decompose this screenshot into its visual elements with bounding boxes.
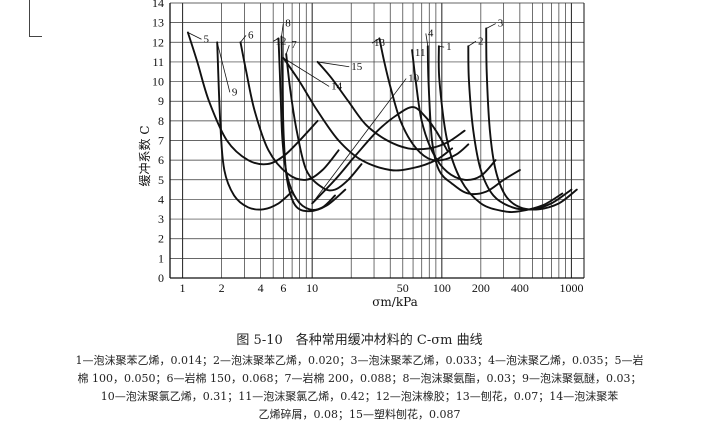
curve-10-leader (311, 78, 407, 204)
figure-legend-line-2: 棉 100，0.050；6—岩棉 150，0.068；7—岩棉 200，0.08… (77, 372, 642, 385)
curve-6-label: 6 (248, 29, 254, 41)
page-corner-bracket (29, 0, 42, 37)
y-tick-label: 13 (152, 16, 164, 30)
curve-1-leader (438, 45, 445, 48)
curve-2-label: 2 (478, 35, 484, 47)
x-tick-label: 200 (472, 281, 490, 295)
curve-2-leader (468, 40, 477, 47)
curve-9-leader (216, 42, 231, 93)
curve-13-leader (371, 38, 380, 44)
curve-2 (467, 45, 573, 211)
curve-14-leader (283, 57, 330, 87)
curve-3-leader (486, 23, 496, 29)
curve-13-label: 13 (374, 37, 386, 49)
x-tick-label: 6 (280, 281, 286, 295)
x-tick-label: 100 (433, 281, 451, 295)
curve-3 (485, 27, 578, 211)
figure-legend-line-4: 乙烯碎屑，0.08；15—塑料刨花，0.087 (258, 408, 461, 421)
curve-5-label: 5 (203, 33, 209, 45)
x-tick-label: 1 (180, 281, 186, 295)
curve-1-label: 1 (446, 41, 452, 53)
y-tick-label: 7 (158, 134, 164, 148)
y-tick-label: 4 (158, 192, 164, 206)
curve-11 (411, 49, 497, 181)
y-tick-label: 0 (158, 271, 164, 285)
figure-legend-line-3: 10—泡沫聚氯乙烯，0.31；11—泡沫聚氯乙烯，0.42；12—泡沫橡胶；13… (100, 390, 619, 403)
curve-8-label: 8 (285, 18, 291, 30)
y-tick-label: 11 (152, 55, 164, 69)
y-tick-label: 9 (158, 94, 164, 108)
curve-12-leader (273, 38, 279, 42)
y-axis-label: 缓冲系数 C (137, 126, 152, 187)
curve-4 (426, 45, 521, 196)
curve-11-label: 11 (415, 47, 426, 59)
curve-15-leader (317, 61, 350, 68)
x-tick-label: 2 (219, 281, 225, 295)
curve-14 (282, 57, 454, 172)
x-tick-label: 1000 (559, 281, 583, 295)
curve-12-label: 12 (275, 35, 286, 47)
curve-15 (316, 60, 466, 151)
curve-3-label: 3 (498, 18, 504, 30)
y-tick-label: 5 (158, 173, 164, 187)
y-tick-label: 6 (158, 153, 164, 167)
y-tick-label: 12 (152, 35, 164, 49)
curve-7-leader (285, 45, 290, 55)
curve-4-label: 4 (428, 27, 434, 39)
y-tick-label: 10 (152, 75, 164, 89)
y-tick-label: 8 (158, 114, 164, 128)
curve-10 (311, 106, 449, 205)
curve-11-leader (411, 50, 414, 54)
curve-4-leader (425, 33, 429, 47)
y-tick-label: 14 (152, 0, 164, 10)
curve-8-leader (281, 23, 284, 37)
curve-15-label: 15 (351, 61, 363, 73)
curve-7 (285, 53, 363, 192)
curve-7-label: 7 (291, 39, 297, 51)
y-tick-label: 2 (158, 232, 164, 246)
curve-1 (437, 45, 564, 214)
x-tick-label: 50 (397, 281, 409, 295)
curve-10-label: 10 (408, 73, 420, 85)
curve-5 (186, 31, 319, 166)
y-tick-label: 3 (158, 212, 164, 226)
x-tick-label: 10 (306, 281, 318, 295)
x-axis-label: σm/kPa (372, 295, 418, 309)
curve-5-leader (187, 32, 202, 40)
curve-6 (239, 41, 340, 181)
x-tick-label: 400 (511, 281, 529, 295)
curve-12 (277, 37, 336, 211)
curve-9 (216, 41, 294, 211)
curve-9-label: 9 (232, 86, 238, 98)
curve-6-leader (240, 35, 247, 43)
curve-13 (378, 37, 470, 162)
x-tick-label: 4 (258, 281, 264, 295)
figure-legend-line-1: 1—泡沫聚苯乙烯，0.014；2—泡沫聚苯乙烯，0.020；3—泡沫聚苯乙烯，0… (75, 354, 644, 367)
figure-caption-title: 图 5-10 各种常用缓冲材料的 C-σm 曲线 (236, 333, 483, 348)
y-tick-label: 1 (158, 251, 164, 265)
